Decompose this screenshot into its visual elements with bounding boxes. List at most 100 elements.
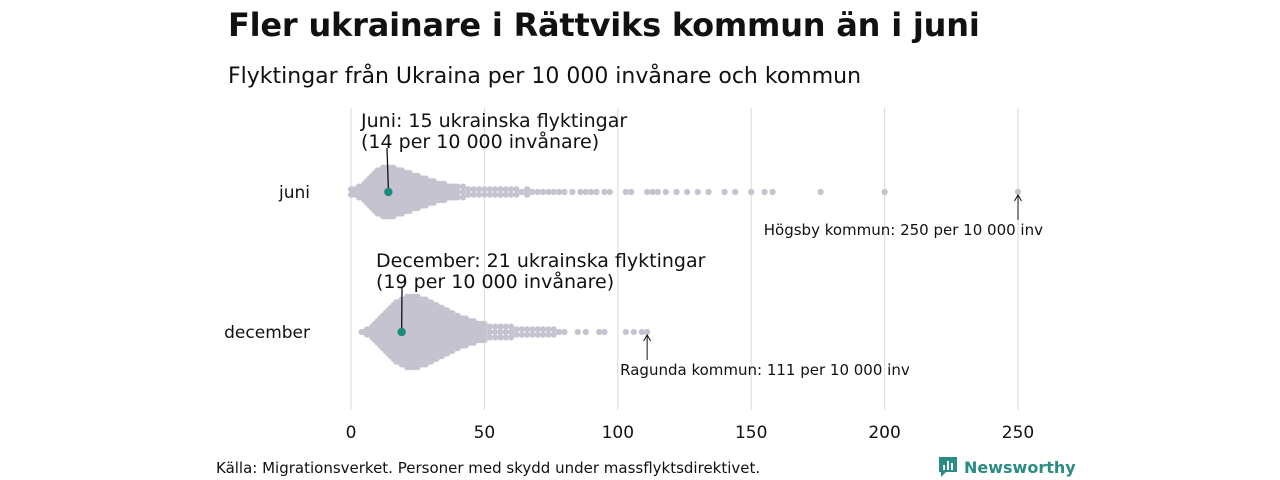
series-juni: juni Juni: 15 ukrainska flyktingar(14 per…	[278, 110, 1043, 239]
data-point	[556, 188, 563, 196]
data-point	[481, 331, 488, 338]
data-point	[596, 328, 603, 336]
data-point	[475, 191, 483, 198]
data-point	[502, 186, 509, 193]
data-point	[606, 188, 613, 196]
data-point	[507, 191, 515, 198]
data-point	[561, 328, 568, 336]
data-point	[561, 188, 568, 196]
data-point	[481, 326, 488, 333]
data-point	[497, 334, 504, 341]
data-point	[721, 188, 728, 196]
data-point	[550, 326, 557, 333]
brand-logo[interactable]: Newsworthy	[938, 456, 1076, 478]
data-point	[588, 188, 595, 196]
data-point	[491, 323, 499, 330]
data-point	[694, 188, 701, 196]
data-point	[502, 328, 509, 336]
highlight-point	[397, 327, 406, 337]
data-point	[502, 334, 509, 341]
row-label: december	[224, 323, 310, 343]
data-point	[459, 183, 467, 190]
data-point	[518, 331, 525, 338]
extreme-arrow-head	[1014, 194, 1022, 202]
series-december: december December: 21 ukrainska flyktinga…	[224, 250, 910, 379]
data-point	[545, 326, 552, 333]
data-point	[518, 188, 525, 196]
data-point	[497, 191, 504, 198]
data-point	[491, 191, 499, 198]
data-point	[574, 328, 581, 336]
data-point	[649, 188, 656, 196]
data-point	[556, 328, 563, 336]
data-point	[502, 323, 509, 330]
data-point	[454, 194, 461, 201]
data-point	[475, 186, 483, 193]
data-point	[638, 328, 645, 336]
data-point	[507, 323, 515, 330]
data-point	[507, 334, 515, 341]
data-point	[459, 194, 467, 201]
data-point	[518, 326, 525, 333]
x-tick-label: 100	[602, 423, 634, 443]
data-point	[481, 191, 488, 198]
data-point	[486, 191, 493, 198]
annotation-line-2: (19 per 10 000 invånare)	[376, 270, 614, 293]
data-point	[454, 183, 461, 190]
data-point	[491, 334, 499, 341]
data-point	[513, 326, 520, 333]
data-point	[550, 188, 557, 196]
data-point	[582, 328, 589, 336]
x-tick-label: 0	[346, 423, 357, 443]
data-point	[705, 188, 712, 196]
row-label: juni	[278, 183, 310, 203]
x-tick-label: 150	[735, 423, 767, 443]
data-point	[523, 326, 531, 333]
data-point	[577, 188, 584, 196]
annotation-line-1: Juni: 15 ukrainska flyktingar	[360, 110, 627, 132]
data-point	[545, 331, 552, 338]
data-point	[769, 188, 776, 196]
data-point	[622, 328, 629, 336]
data-point	[644, 328, 651, 336]
data-point	[539, 326, 547, 333]
data-point	[486, 334, 493, 341]
data-point	[486, 186, 493, 193]
data-point	[593, 188, 600, 196]
data-point	[732, 188, 739, 196]
data-point	[459, 188, 467, 196]
chart-subtitle: Flyktingar från Ukraina per 10 000 invån…	[228, 64, 862, 89]
data-point	[502, 191, 509, 198]
data-point	[673, 188, 680, 196]
data-point	[529, 331, 536, 338]
data-point	[513, 191, 520, 198]
data-point	[534, 188, 541, 196]
data-point	[630, 328, 637, 336]
data-point	[622, 188, 629, 196]
data-point	[491, 328, 499, 336]
data-point	[1014, 188, 1022, 196]
annotation-leader	[386, 147, 390, 190]
extreme-label: Ragunda kommun: 111 per 10 000 inv	[620, 361, 910, 379]
data-point	[523, 331, 531, 338]
data-point	[513, 331, 520, 338]
data-point	[550, 331, 557, 338]
data-point	[539, 188, 547, 196]
data-point	[644, 188, 651, 196]
data-point	[497, 328, 504, 336]
data-point	[628, 188, 635, 196]
data-point	[523, 186, 531, 193]
x-tick-label: 50	[474, 423, 496, 443]
data-point	[748, 188, 755, 196]
chart-title: Fler ukrainare i Rättviks kommun än i ju…	[228, 6, 980, 44]
data-point	[497, 186, 504, 193]
x-tick-label: 200	[868, 423, 900, 443]
data-point	[534, 326, 541, 333]
data-point	[601, 188, 608, 196]
data-point	[507, 328, 515, 336]
data-point	[654, 188, 661, 196]
data-point	[569, 188, 576, 196]
data-point	[881, 188, 888, 196]
extreme-arrow-head	[643, 334, 652, 342]
